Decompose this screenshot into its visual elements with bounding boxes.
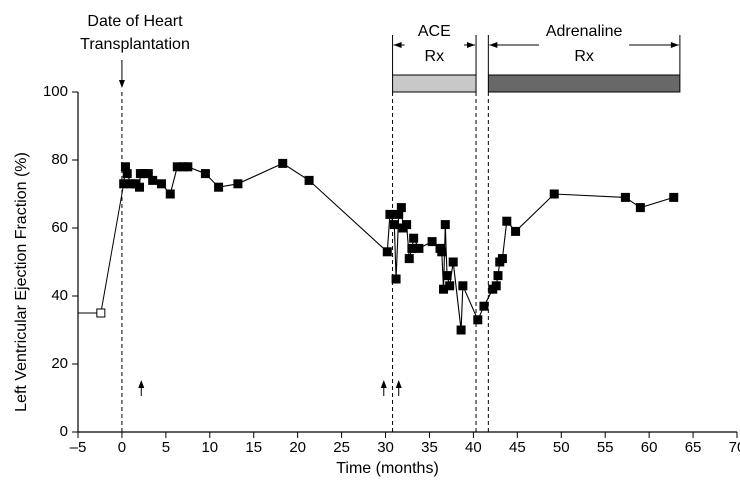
data-point xyxy=(437,247,447,257)
x-tick-label: 65 xyxy=(685,439,702,456)
data-point xyxy=(493,271,503,281)
period-bar xyxy=(392,74,477,93)
arrowhead xyxy=(118,80,125,88)
x-tick-label: –5 xyxy=(70,439,87,456)
data-point xyxy=(391,274,401,284)
x-tick-label: 5 xyxy=(162,439,170,456)
data-point xyxy=(414,243,424,253)
arrowhead xyxy=(489,42,498,48)
data-point xyxy=(491,281,501,291)
data-point xyxy=(473,315,483,325)
data-point xyxy=(402,220,412,230)
data-point xyxy=(549,189,559,199)
data-point xyxy=(156,179,166,189)
connector-line xyxy=(100,183,125,314)
annotation-title: Date of Heart xyxy=(87,13,183,30)
data-point xyxy=(385,209,395,219)
data-point xyxy=(620,192,630,202)
data-point xyxy=(404,254,414,264)
arrowhead xyxy=(393,42,402,48)
period-label: Rx xyxy=(574,48,594,65)
data-point xyxy=(304,175,314,185)
y-axis-label: Left Ventricular Ejection Fraction (%) xyxy=(13,152,30,412)
x-tick-label: 70 xyxy=(729,439,740,456)
data-point xyxy=(479,301,489,311)
arrowhead xyxy=(138,380,145,388)
period-label: Adrenaline xyxy=(546,23,623,40)
x-tick-label: 40 xyxy=(465,439,482,456)
arrowhead xyxy=(670,42,679,48)
y-tick-label: 40 xyxy=(51,287,68,304)
data-point xyxy=(165,189,175,199)
x-tick-label: 45 xyxy=(509,439,526,456)
data-point xyxy=(278,158,288,168)
data-point xyxy=(448,257,458,267)
data-point xyxy=(458,281,468,291)
data-point xyxy=(382,247,392,257)
x-tick-label: 50 xyxy=(553,439,570,456)
data-point xyxy=(135,182,145,192)
data-point xyxy=(409,233,419,243)
y-tick-label: 20 xyxy=(51,355,68,372)
data-point xyxy=(96,308,106,318)
arrowhead xyxy=(380,380,387,388)
y-tick-label: 0 xyxy=(60,423,68,440)
arrowhead xyxy=(467,42,476,48)
data-point xyxy=(635,203,645,213)
x-tick-label: 35 xyxy=(421,439,438,456)
period-label: Rx xyxy=(425,48,445,65)
y-tick-label: 80 xyxy=(51,151,68,168)
x-tick-label: 60 xyxy=(641,439,658,456)
x-axis-label: Time (months) xyxy=(336,460,439,477)
data-point xyxy=(456,325,466,335)
y-tick-label: 100 xyxy=(43,83,68,100)
annotation-title: Transplantation xyxy=(80,36,190,53)
data-point xyxy=(214,182,224,192)
x-tick-label: 20 xyxy=(289,439,306,456)
data-point xyxy=(389,220,399,230)
x-tick-label: 55 xyxy=(597,439,614,456)
data-point xyxy=(445,281,455,291)
x-tick-label: 10 xyxy=(201,439,218,456)
data-point xyxy=(148,175,158,185)
data-point xyxy=(440,220,450,230)
series-line xyxy=(123,162,674,331)
data-point xyxy=(427,237,437,247)
data-point xyxy=(233,179,243,189)
data-point xyxy=(669,192,679,202)
data-point xyxy=(200,169,210,179)
data-point xyxy=(122,169,132,179)
arrowhead xyxy=(395,380,402,388)
x-tick-label: 25 xyxy=(333,439,350,456)
period-label: ACE xyxy=(418,23,451,40)
x-tick-label: 15 xyxy=(245,439,262,456)
data-point xyxy=(183,162,193,172)
data-point xyxy=(502,216,512,226)
y-tick-label: 60 xyxy=(51,219,68,236)
data-point xyxy=(396,203,406,213)
x-tick-label: 0 xyxy=(118,439,126,456)
data-point xyxy=(497,254,507,264)
period-bar xyxy=(487,74,681,93)
x-tick-label: 30 xyxy=(377,439,394,456)
data-point xyxy=(511,226,521,236)
data-point xyxy=(442,271,452,281)
